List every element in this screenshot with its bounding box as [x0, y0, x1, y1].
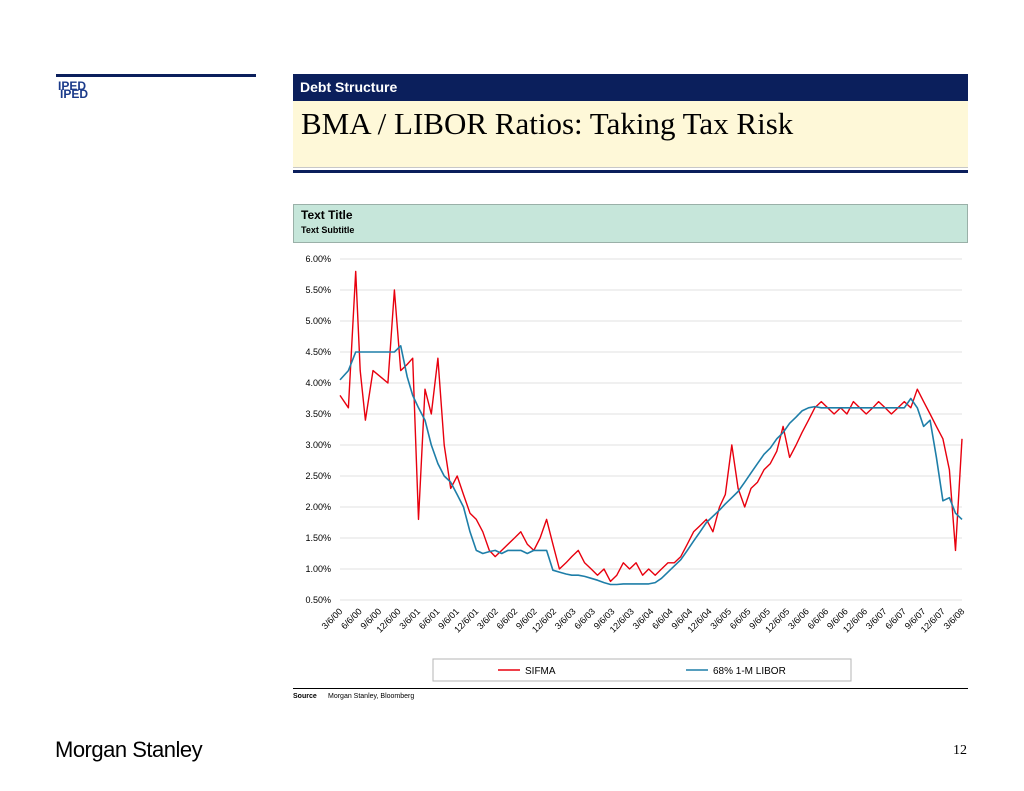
morgan-stanley-logo: Morgan Stanley [55, 737, 203, 762]
x-tick-label: 3/6/06 [786, 606, 811, 631]
chart-title: Text Title [301, 208, 353, 222]
y-tick-label: 6.00% [305, 254, 331, 264]
source-text: Morgan Stanley, Bloomberg [328, 693, 415, 700]
x-tick-label: 6/6/01 [417, 606, 442, 631]
chart-subtitle: Text Subtitle [301, 225, 355, 235]
page-number: 12 [953, 743, 967, 758]
x-tick-label: 3/6/08 [942, 606, 967, 631]
chart-header-box [293, 204, 968, 243]
brand-label-back: IPED [58, 79, 87, 93]
x-tick-label: 6/6/04 [650, 606, 675, 631]
x-tick-label: 6/6/03 [572, 606, 597, 631]
y-tick-label: 2.50% [305, 471, 331, 481]
title-band [293, 101, 968, 167]
section-label: Debt Structure [300, 79, 398, 95]
x-tick-label: 6/6/00 [339, 606, 364, 631]
sifma-series-line [339, 270, 963, 583]
slide-title: BMA / LIBOR Ratios: Taking Tax Risk [301, 106, 794, 141]
title-rule-thick [293, 170, 968, 173]
x-tick-label: 6/6/07 [883, 606, 908, 631]
brand-label: IPED IPED [58, 79, 88, 100]
y-tick-label: 5.50% [305, 285, 331, 295]
y-tick-label: 4.50% [305, 347, 331, 357]
x-tick-label: 3/6/02 [475, 606, 500, 631]
x-tick-label: 6/6/02 [495, 606, 520, 631]
bottom-rule [293, 688, 968, 689]
title-rule-thin [293, 167, 968, 168]
x-tick-label: 6/6/05 [728, 606, 753, 631]
y-tick-label: 3.00% [305, 440, 331, 450]
x-tick-label: 3/6/05 [708, 606, 733, 631]
source-label: Source [293, 693, 317, 700]
x-tick-label: 6/6/06 [806, 606, 831, 631]
brand-label-front: IPED [60, 87, 89, 101]
legend-label: SIFMA [525, 666, 556, 677]
y-tick-label: 3.50% [305, 409, 331, 419]
y-tick-label: 1.50% [305, 533, 331, 543]
brand-rule [56, 74, 256, 77]
libor-series-line [339, 344, 963, 586]
y-tick-label: 4.00% [305, 378, 331, 388]
y-tick-label: 0.50% [305, 595, 331, 605]
x-tick-label: 3/6/07 [864, 606, 889, 631]
y-tick-label: 5.00% [305, 316, 331, 326]
x-tick-label: 3/6/00 [320, 606, 345, 631]
legend-box [432, 658, 852, 682]
x-tick-label: 3/6/01 [397, 606, 422, 631]
y-tick-label: 1.00% [305, 564, 331, 574]
x-tick-label: 3/6/04 [631, 606, 656, 631]
section-header-band [293, 74, 968, 101]
x-tick-label: 3/6/03 [553, 606, 578, 631]
legend-label: 68% 1-M LIBOR [713, 666, 786, 677]
y-tick-label: 2.00% [305, 502, 331, 512]
